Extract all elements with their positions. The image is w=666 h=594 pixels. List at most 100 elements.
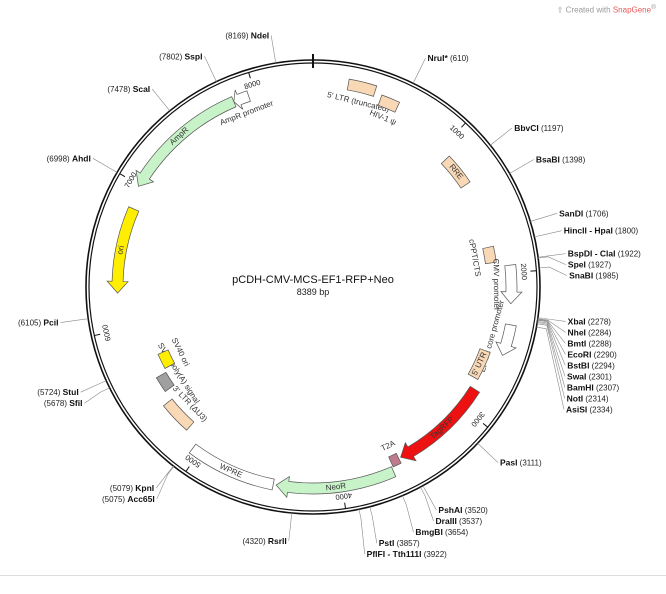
site-name: SnaBI: [569, 271, 593, 281]
site-bamhi: BamHI (2307): [537, 322, 620, 392]
site-leader-line: [412, 58, 426, 84]
site-leader-line: [477, 443, 499, 463]
site-leader-line: [490, 127, 513, 146]
site-pflfi-tth111i: PflFI - Tth111I (3922): [358, 509, 447, 559]
tick-label: 3000: [469, 410, 486, 429]
site-leader-line: [537, 322, 566, 388]
site-label: BmgBI (3654): [415, 527, 468, 537]
site-position: (1398): [560, 155, 586, 164]
tick-mark: [461, 122, 466, 128]
site-leader-line: [358, 509, 365, 555]
site-position: (4320): [242, 537, 267, 546]
feature-neor: NeoR: [275, 466, 397, 499]
site-label: PflFI - Tth111I (3922): [367, 549, 447, 559]
tick-mark: [344, 502, 347, 509]
feature-shape: [106, 206, 140, 294]
feature-wpre: WPRE: [188, 443, 275, 491]
site-label: DraIII (3537): [436, 516, 483, 526]
site-kpni: (5079) KpnI: [110, 465, 174, 493]
site-leader-line: [537, 319, 566, 355]
site-label: EcoRI (2290): [567, 349, 617, 359]
site-leader-line: [536, 323, 565, 399]
site-label: (8169) NdeI: [225, 30, 269, 40]
site-leader-line: [84, 387, 110, 404]
site-name: BamHI: [567, 382, 594, 392]
site-name: HincII - HpaI: [564, 226, 613, 236]
site-leader-line: [537, 320, 566, 366]
site-leader-line: [537, 321, 566, 377]
feature-shape: [275, 466, 397, 499]
site-leader-line: [151, 88, 171, 112]
site-name: StuI: [63, 387, 79, 397]
site-position: (3654): [443, 528, 469, 537]
site-label: NotI (2314): [567, 393, 609, 403]
site-name: BbvCI: [514, 123, 539, 133]
site-position: (3111): [517, 459, 541, 468]
feature-shape: [467, 348, 491, 380]
site-position: (2288): [586, 339, 612, 348]
site-name: BsaBI: [536, 154, 560, 164]
site-name: PasI: [500, 458, 518, 468]
tick-mark: [94, 333, 101, 337]
site-leader-line: [537, 319, 566, 344]
feature-shape: [135, 96, 237, 187]
site-label: BamHI (2307): [567, 382, 620, 392]
tick-mark: [119, 173, 126, 178]
feature-shape: [346, 78, 378, 97]
site-scai: (7478) ScaI: [107, 84, 171, 112]
site-label: BspDI - ClaI (1922): [568, 249, 641, 259]
site-pshai: PshAI (3520): [422, 485, 489, 515]
plasmid-center-label: pCDH-CMV-MCS-EF1-RFP+Neo 8389 bp: [232, 274, 394, 297]
site-position: (7478): [107, 85, 132, 94]
site-pcii: (6105) PciI: [18, 318, 89, 328]
site-position: (1927): [586, 261, 612, 270]
site-label: (5678) SfiI: [44, 398, 83, 408]
site-leader-line: [288, 512, 292, 541]
site-name: ScaI: [133, 84, 151, 94]
site-label: BsaBI (1398): [536, 154, 586, 164]
site-position: (2284): [586, 328, 612, 337]
feature-shape: [400, 385, 480, 462]
site-position: (5079): [110, 484, 135, 493]
site-name: KpnI: [135, 483, 154, 493]
site-name: XbaI: [568, 316, 586, 326]
site-label: BmtI (2288): [567, 338, 612, 348]
site-position: (5724): [37, 388, 62, 397]
snapgene-credit: ⇧ Created with SnapGene®: [557, 4, 656, 15]
site-leader-line: [509, 159, 534, 174]
site-name: DraIII: [436, 516, 457, 526]
site-bmgbi: BmgBI (3654): [402, 495, 469, 537]
site-label: PstI (3857): [379, 538, 420, 548]
site-bspdi-clai: BspDI - ClaI (1922): [538, 249, 641, 259]
site-position: (3922): [421, 550, 447, 559]
site-xbai: XbaI (2278): [537, 316, 611, 326]
site-name: NdeI: [251, 30, 269, 40]
site-name: BmtI: [567, 338, 586, 348]
site-label: (5079) KpnI: [110, 483, 154, 493]
site-label: SnaBI (1985): [569, 271, 619, 281]
site-leader-line: [536, 326, 565, 410]
feature-ori: ori: [106, 206, 140, 294]
feature-shape: [500, 264, 523, 305]
site-label: NheI (2284): [568, 327, 612, 337]
site-leader-line: [204, 56, 217, 82]
feature-ampr: AmpR: [135, 96, 237, 187]
site-position: (2301): [586, 372, 612, 381]
tick-mark: [248, 72, 251, 79]
site-bmti: BmtI (2288): [537, 319, 612, 348]
site-leader-line: [92, 158, 118, 173]
site-position: (3537): [457, 517, 483, 526]
feature-shape: [162, 398, 195, 431]
site-leader-line: [534, 230, 562, 238]
site-position: (1985): [593, 272, 619, 281]
site-label: (4320) RsrII: [242, 536, 286, 546]
site-label: (6998) AhdI: [47, 153, 91, 163]
site-position: (3520): [463, 506, 489, 515]
site-nhei: NheI (2284): [537, 318, 612, 337]
site-leader-line: [537, 317, 566, 322]
site-leader-line: [60, 318, 89, 323]
site-label: SwaI (2301): [567, 371, 612, 381]
site-position: (3857): [394, 539, 420, 548]
site-label: BbvCI (1197): [514, 123, 564, 133]
